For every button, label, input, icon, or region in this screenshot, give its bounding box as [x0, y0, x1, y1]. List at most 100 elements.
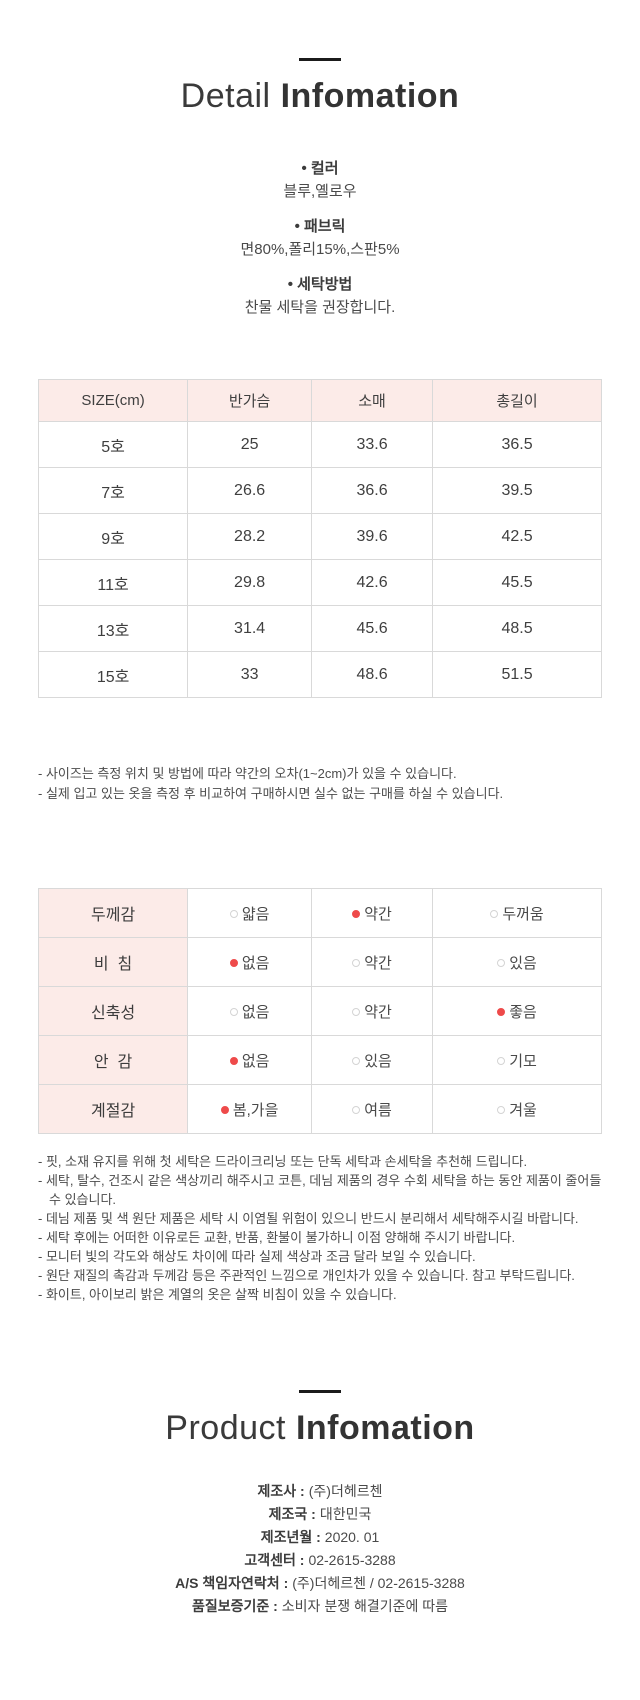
care-note: - 세탁, 탈수, 건조시 같은 색상끼리 해주시고 코튼, 데님 제품의 경우… [38, 1173, 602, 1207]
table-row: 신축성 없음 약간 좋음 [37, 986, 602, 1036]
fabric-table: 두께감 얇음 약간 두꺼움 비 침 없음 약간 있음 신축성 없음 약간 좋음 … [37, 888, 602, 1134]
product-info-label: 제조국 : [268, 1506, 316, 1522]
section-title-light: Detail [180, 77, 271, 115]
size-cell: 31.4 [187, 605, 313, 652]
fabric-row-label: 두께감 [37, 888, 189, 938]
product-info-value: 2020. 01 [324, 1529, 380, 1545]
fabric-option: 있음 [311, 1035, 434, 1085]
spec-label: • 패브릭 [294, 218, 346, 235]
fabric-option: 없음 [187, 1035, 313, 1085]
spec-wash: • 세탁방법 찬물 세탁을 권장합니다. [0, 274, 640, 319]
radio-dot-icon [497, 1105, 506, 1114]
size-cell: 33.6 [311, 421, 434, 468]
size-cell: 9호 [37, 513, 189, 560]
fabric-option-label: 여름 [364, 1101, 392, 1119]
size-cell: 5호 [37, 421, 189, 468]
product-info-row: 고객센터 :02-2615-3288 [0, 1549, 640, 1572]
fabric-option: 기모 [432, 1035, 602, 1085]
spec-color: • 컬러 블루,옐로우 [0, 158, 640, 203]
size-cell: 51.5 [432, 651, 602, 698]
size-note: - 사이즈는 측정 위치 및 방법에 따라 약간의 오차(1~2cm)가 있을 … [38, 766, 457, 781]
radio-dot-icon [352, 1105, 361, 1114]
table-row: 9호 28.2 39.6 42.5 [37, 513, 602, 560]
radio-dot-icon [352, 1007, 361, 1016]
size-cell: 29.8 [187, 559, 313, 606]
size-table-header-row: SIZE(cm) 반가슴 소매 총길이 [37, 379, 602, 422]
fabric-row-label: 안 감 [37, 1035, 189, 1085]
size-cell: 39.6 [311, 513, 434, 560]
table-row: 계절감 봄,가을 여름 겨울 [37, 1084, 602, 1134]
product-info-label: A/S 책임자연락처 : [175, 1575, 289, 1591]
fabric-option: 봄,가을 [187, 1084, 313, 1134]
detail-section-heading: Detail Infomation [0, 0, 640, 116]
product-info-value: (주)더헤르첸 [308, 1483, 383, 1499]
spec-value: 블루,옐로우 [283, 183, 357, 200]
detail-section-title: Detail Infomation [0, 76, 640, 116]
product-info-value: (주)더헤르첸 / 02-2615-3288 [292, 1575, 465, 1591]
table-row: 7호 26.6 36.6 39.5 [37, 467, 602, 514]
care-note: - 데님 제품 및 색 원단 제품은 세탁 시 이염될 위험이 있으니 반드시 … [38, 1211, 579, 1226]
spec-value: 면80%,폴리15%,스판5% [240, 241, 400, 258]
spec-value: 찬물 세탁을 권장합니다. [244, 299, 396, 316]
care-note: - 화이트, 아이보리 밝은 계열의 옷은 살짝 비침이 있을 수 있습니다. [38, 1287, 397, 1302]
table-row: 비 침 없음 약간 있음 [37, 937, 602, 987]
radio-dot-icon [497, 1056, 506, 1065]
product-info-row: A/S 책임자연락처 : (주)더헤르첸 / 02-2615-3288 [0, 1572, 640, 1595]
table-row: 두께감 얇음 약간 두꺼움 [37, 888, 602, 938]
fabric-option-label: 겨울 [509, 1101, 537, 1119]
fabric-option-label: 좋음 [509, 1003, 537, 1021]
care-note: - 세탁 후에는 어떠한 이유로든 교환, 반품, 환불이 불가하니 이점 양해… [38, 1230, 516, 1245]
fabric-option: 약간 [311, 888, 434, 938]
product-info-value: 소비자 분쟁 해결기준에 따름 [281, 1598, 449, 1614]
size-cell: 42.6 [311, 559, 434, 606]
section-title-bold: Infomation [295, 1409, 475, 1447]
care-note: - 핏, 소재 유지를 위해 첫 세탁은 드라이크리닝 또는 단독 세탁과 손세… [38, 1154, 528, 1169]
product-info-row: 제조사 : (주)더헤르첸 [0, 1480, 640, 1503]
size-table-header: 소매 [311, 379, 434, 422]
fabric-option-label: 기모 [509, 1052, 537, 1070]
product-section-title: Product Infomation [0, 1408, 640, 1448]
fabric-row-label: 신축성 [37, 986, 189, 1036]
care-notes: - 핏, 소재 유지를 위해 첫 세탁은 드라이크리닝 또는 단독 세탁과 손세… [38, 1152, 602, 1304]
fabric-option: 있음 [432, 937, 602, 987]
table-row: 15호 33 48.6 51.5 [37, 651, 602, 698]
size-cell: 36.5 [432, 421, 602, 468]
fabric-option-label: 약간 [364, 1003, 392, 1021]
fabric-option: 약간 [311, 937, 434, 987]
size-cell: 28.2 [187, 513, 313, 560]
size-cell: 42.5 [432, 513, 602, 560]
section-title-light: Product [165, 1409, 286, 1447]
fabric-option: 없음 [187, 937, 313, 987]
product-info-list: 제조사 : (주)더헤르첸 제조국 : 대한민국 제조년월 :2020. 01 고객… [0, 1480, 640, 1618]
product-info-value: 대한민국 [319, 1506, 372, 1522]
fabric-option: 약간 [311, 986, 434, 1036]
fabric-option: 여름 [311, 1084, 434, 1134]
fabric-option-label: 없음 [241, 1003, 270, 1021]
radio-dot-icon [497, 958, 506, 967]
heading-divider [299, 1390, 341, 1393]
radio-dot-icon [352, 958, 361, 967]
product-info-label: 제조사 : [257, 1483, 305, 1499]
heading-divider [299, 58, 341, 61]
product-info-row: 품질보증기준 : 소비자 분쟁 해결기준에 따름 [0, 1595, 640, 1618]
radio-dot-icon [220, 1105, 229, 1114]
fabric-option-label: 약간 [364, 905, 392, 923]
size-cell: 15호 [37, 651, 189, 698]
fabric-option-label: 있음 [509, 954, 537, 972]
size-cell: 7호 [37, 467, 189, 514]
size-cell: 39.5 [432, 467, 602, 514]
product-info-row: 제조국 : 대한민국 [0, 1503, 640, 1526]
fabric-option: 없음 [187, 986, 313, 1036]
size-cell: 48.5 [432, 605, 602, 652]
table-row: 안 감 없음 있음 기모 [37, 1035, 602, 1085]
radio-dot-icon [229, 909, 238, 918]
fabric-option: 두꺼움 [432, 888, 602, 938]
table-row: 13호 31.4 45.6 48.5 [37, 605, 602, 652]
spec-list: • 컬러 블루,옐로우 • 패브릭 면80%,폴리15%,스판5% • 세탁방법… [0, 158, 640, 319]
product-section-heading: Product Infomation [0, 1304, 640, 1448]
radio-dot-icon [352, 909, 361, 918]
size-table-header: SIZE(cm) [37, 379, 189, 422]
table-row: 5호 25 33.6 36.5 [37, 421, 602, 468]
size-cell: 48.6 [311, 651, 434, 698]
fabric-row-label: 비 침 [37, 937, 189, 987]
